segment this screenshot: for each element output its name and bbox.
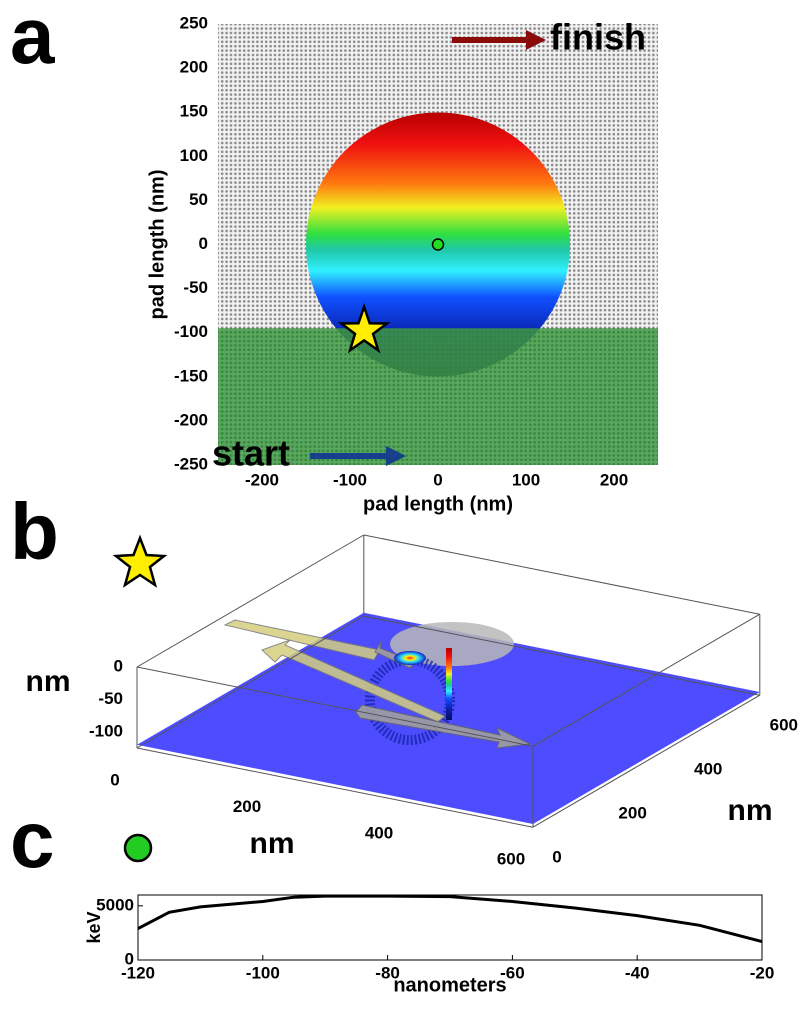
x-tick-label: 200 bbox=[233, 797, 261, 816]
x-tick-label: 200 bbox=[600, 470, 628, 489]
x-axis-label: pad length (nm) bbox=[363, 493, 513, 515]
box-edge bbox=[363, 615, 760, 696]
y-tick-label: -50 bbox=[183, 278, 208, 297]
finish-arrowhead bbox=[526, 30, 546, 50]
box-edge bbox=[532, 613, 761, 747]
box-edge bbox=[363, 534, 760, 615]
y-tick-label: -250 bbox=[174, 454, 208, 473]
y-tick-label: 600 bbox=[770, 716, 798, 735]
y-tick-label: -150 bbox=[174, 366, 208, 385]
y-tick-label: 200 bbox=[180, 58, 208, 77]
x-axis-label: nanometers bbox=[393, 974, 506, 996]
shaded-dots bbox=[218, 328, 658, 465]
box-edge bbox=[532, 694, 761, 828]
z-tick-label: 0 bbox=[114, 656, 123, 675]
x-tick-label: -200 bbox=[245, 470, 279, 489]
y-tick-label: 400 bbox=[694, 760, 722, 779]
panel-label: c bbox=[10, 795, 55, 884]
energy-column bbox=[446, 648, 452, 720]
x-tick-label: -100 bbox=[333, 470, 367, 489]
x-tick-label: 400 bbox=[365, 823, 393, 842]
z-tick-label: -100 bbox=[89, 721, 123, 740]
y-tick-label: 200 bbox=[618, 804, 646, 823]
x-tick-label: -20 bbox=[750, 963, 775, 982]
dot-icon bbox=[123, 833, 153, 863]
y-tick-label: 5000 bbox=[96, 895, 134, 914]
box-edge bbox=[136, 666, 534, 747]
y-tick-label: 0 bbox=[125, 949, 134, 968]
box-edge bbox=[136, 534, 365, 668]
panel-c: c 0 5000 -120 -100 -80 -60 -40 -20 nanometers keV bbox=[10, 795, 774, 996]
y-axis-label: pad length (nm) bbox=[146, 170, 168, 320]
point-marker bbox=[431, 238, 445, 251]
star-marker bbox=[337, 303, 391, 354]
y-tick-label: 100 bbox=[180, 146, 208, 165]
y-tick-label: 0 bbox=[199, 234, 208, 253]
annotation: finish bbox=[550, 17, 646, 58]
line-series bbox=[137, 894, 763, 944]
y-tick-label: 250 bbox=[180, 13, 208, 32]
z-axis-label: nm bbox=[26, 665, 71, 698]
y-tick-label: 150 bbox=[180, 102, 208, 121]
x-axis-label: nm bbox=[250, 827, 295, 860]
path-arrow bbox=[261, 639, 446, 723]
box-edge bbox=[136, 615, 365, 749]
y-axis-label: keV bbox=[84, 911, 104, 943]
z-tick-label: -50 bbox=[98, 689, 123, 708]
x-tick-label: 0 bbox=[110, 770, 119, 789]
y-tick-label: -100 bbox=[174, 322, 208, 341]
x-tick-label: -60 bbox=[500, 963, 525, 982]
panel-a: a -250 -200 -150 -100 -50 0 50 100 150 200 250 -200 -… bbox=[10, 0, 658, 515]
start-arrowhead bbox=[386, 446, 406, 466]
panel-b: b 0 200 400 600 0 200 400 600 0 -50 -100 nm nm nm bbox=[10, 487, 798, 869]
x-tick-label: 0 bbox=[433, 470, 442, 489]
panel-label: b bbox=[10, 487, 59, 576]
star-icon bbox=[112, 534, 168, 588]
x-tick-label: -120 bbox=[121, 963, 155, 982]
annotation: start bbox=[212, 433, 290, 474]
y-tick-label: 0 bbox=[552, 848, 561, 867]
x-tick-label: -80 bbox=[375, 963, 400, 982]
x-tick-label: 600 bbox=[497, 850, 525, 869]
panel-label: a bbox=[10, 0, 55, 80]
box-edge bbox=[136, 747, 534, 828]
x-tick-label: -40 bbox=[625, 963, 650, 982]
y-tick-label: 50 bbox=[189, 190, 208, 209]
y-axis-label: nm bbox=[728, 794, 773, 827]
x-tick-label: -100 bbox=[246, 963, 280, 982]
x-tick-label: 100 bbox=[512, 470, 540, 489]
y-tick-label: -200 bbox=[174, 410, 208, 429]
energy-blob bbox=[394, 651, 426, 665]
